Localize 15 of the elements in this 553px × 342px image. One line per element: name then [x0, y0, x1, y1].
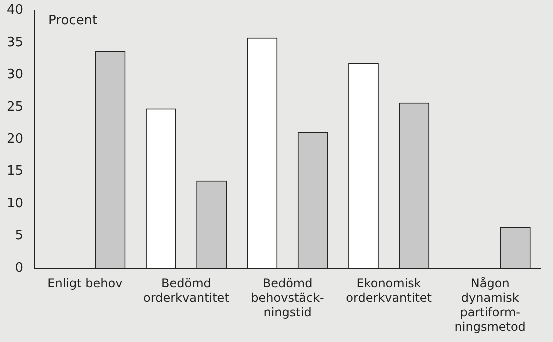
x-tick-label: Ekonomisk orderkvantitet: [346, 276, 432, 306]
x-tick-label: Bedömd orderkvantitet: [144, 276, 230, 306]
y-axis-title: Procent: [48, 14, 98, 29]
y-tick-label: 25: [6, 100, 24, 115]
y-tick-label: 15: [6, 164, 24, 180]
y-tick-label: 35: [6, 35, 24, 50]
y-tick-label: 0: [15, 260, 24, 276]
y-tick-label: 5: [15, 228, 24, 244]
y-tick-label: 10: [6, 196, 24, 212]
x-tick-label: Enligt behov: [48, 276, 123, 291]
x-tick-label: Någon dynamisk partiform- ningsmetod: [454, 276, 526, 334]
y-tick-label: 40: [6, 3, 24, 18]
x-tick-label: Bedömd behovstäck- ningstid: [251, 276, 324, 320]
y-tick-label: 20: [6, 132, 24, 147]
y-tick-label: 30: [6, 68, 24, 83]
